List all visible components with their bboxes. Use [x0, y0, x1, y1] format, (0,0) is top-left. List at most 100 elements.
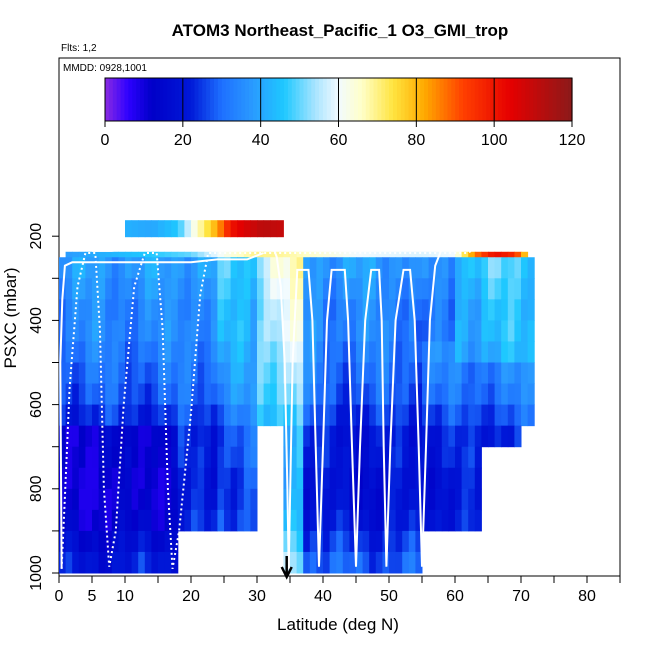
- heatmap-cell: [408, 383, 416, 406]
- heatmap-cell: [362, 530, 370, 553]
- heatmap-cell: [230, 446, 238, 469]
- heatmap-cell: [389, 278, 397, 300]
- x-axis: 0 5 10 20 30 40 50 60 70 80: [55, 576, 621, 605]
- heatmap-cell: [191, 425, 199, 448]
- heatmap-cell: [276, 383, 284, 406]
- heatmap-cell: [72, 530, 80, 553]
- colorbar: 0 20 40 60 80 100 120: [101, 77, 585, 149]
- heatmap-cell: [125, 551, 133, 574]
- heatmap-cell: [144, 341, 152, 363]
- heatmap-cell: [65, 467, 73, 490]
- colorbar-segment: [505, 78, 511, 121]
- heatmap-cell: [257, 362, 265, 385]
- colorbar-segment: [536, 78, 542, 121]
- heatmap-cell: [197, 467, 205, 490]
- colorbar-segment: [346, 78, 351, 121]
- colorbar-segment: [190, 78, 196, 121]
- heatmap-cell: [118, 383, 126, 406]
- colorbar-tick-label: 80: [407, 132, 425, 149]
- heatmap-cell: [164, 278, 172, 300]
- heatmap-cell: [210, 383, 218, 406]
- heatmap-cell: [303, 509, 311, 532]
- heatmap-cell: [118, 341, 126, 363]
- heatmap-cell: [92, 467, 100, 490]
- heatmap-cell: [283, 404, 291, 427]
- colorbar-segment: [315, 78, 320, 121]
- heatmap-cell: [257, 220, 265, 238]
- heatmap-cell: [224, 299, 232, 321]
- heatmap-cell: [210, 220, 218, 238]
- colorbar-segment: [303, 78, 308, 121]
- heatmap-cell: [428, 425, 436, 448]
- colorbar-segment: [264, 78, 270, 121]
- heatmap-cell: [105, 362, 113, 385]
- colorbar-segment: [143, 78, 149, 121]
- heatmap-cell: [481, 299, 489, 321]
- heatmap-cell: [395, 530, 403, 553]
- heatmap-cell: [78, 446, 86, 469]
- heatmap-cell: [342, 299, 350, 321]
- heatmap-cell: [131, 362, 139, 385]
- heatmap-cell: [111, 551, 119, 574]
- heatmap-cell: [309, 278, 317, 300]
- heatmap-cell: [494, 257, 502, 279]
- heatmap-cell: [184, 341, 192, 363]
- heatmap-cell: [521, 299, 529, 321]
- heatmap-cell: [131, 404, 139, 427]
- heatmap-cell: [72, 446, 80, 469]
- colorbar-segment: [287, 78, 293, 121]
- heatmap-cell: [435, 425, 443, 448]
- y-axis-label: PSXC (mbar): [1, 267, 20, 368]
- heatmap-cell: [158, 509, 166, 532]
- heatmap-cell: [375, 341, 383, 363]
- heatmap-cell: [415, 299, 423, 321]
- heatmap-cell: [329, 425, 337, 448]
- heatmap-cell: [461, 362, 469, 385]
- heatmap-cell: [250, 341, 258, 363]
- heatmap-cell: [184, 362, 192, 385]
- heatmap-cell: [527, 299, 535, 321]
- heatmap-cell: [362, 383, 370, 406]
- heatmap-cell: [336, 404, 344, 427]
- heatmap-cell: [441, 341, 449, 363]
- heatmap-cell: [474, 404, 482, 427]
- colorbar-segment: [404, 78, 410, 121]
- heatmap-cell: [131, 530, 139, 553]
- heatmap-cell: [250, 257, 258, 279]
- heatmap-cell: [441, 278, 449, 300]
- y-tick-label: 200: [28, 223, 45, 250]
- heatmap-cell: [270, 404, 278, 427]
- heatmap-cell: [72, 299, 80, 321]
- colorbar-segment: [357, 78, 363, 121]
- heatmap-cell: [158, 257, 166, 279]
- heatmap-cell: [72, 278, 80, 300]
- heatmap-cell: [263, 341, 271, 363]
- heatmap-cell: [105, 341, 113, 363]
- heatmap-cell: [329, 530, 337, 553]
- heatmap-cell: [474, 299, 482, 321]
- heatmap-cell: [455, 278, 463, 300]
- flight-track-line: [287, 247, 521, 569]
- heatmap-cell: [197, 299, 205, 321]
- heatmap-cell: [422, 278, 430, 300]
- colorbar-segment: [311, 78, 316, 121]
- heatmap-cell: [514, 257, 522, 279]
- heatmap-cell: [408, 488, 416, 511]
- heatmap-cell: [224, 341, 232, 363]
- x-tick-label: 0: [55, 588, 64, 605]
- heatmap-cell: [342, 404, 350, 427]
- heatmap-cell: [151, 320, 159, 342]
- heatmap-cell: [349, 341, 357, 363]
- heatmap-cell: [131, 383, 139, 406]
- heatmap-cell: [78, 404, 86, 427]
- heatmap-cell: [303, 341, 311, 363]
- heatmap-cell: [171, 446, 179, 469]
- heatmap-cell: [422, 488, 430, 511]
- heatmap-cell: [488, 341, 496, 363]
- heatmap-cell: [468, 362, 476, 385]
- heatmap-cell: [448, 320, 456, 342]
- heatmap-cell: [415, 362, 423, 385]
- heatmap-cell: [276, 299, 284, 321]
- heatmap-cell: [375, 362, 383, 385]
- heatmap-cell: [296, 551, 304, 574]
